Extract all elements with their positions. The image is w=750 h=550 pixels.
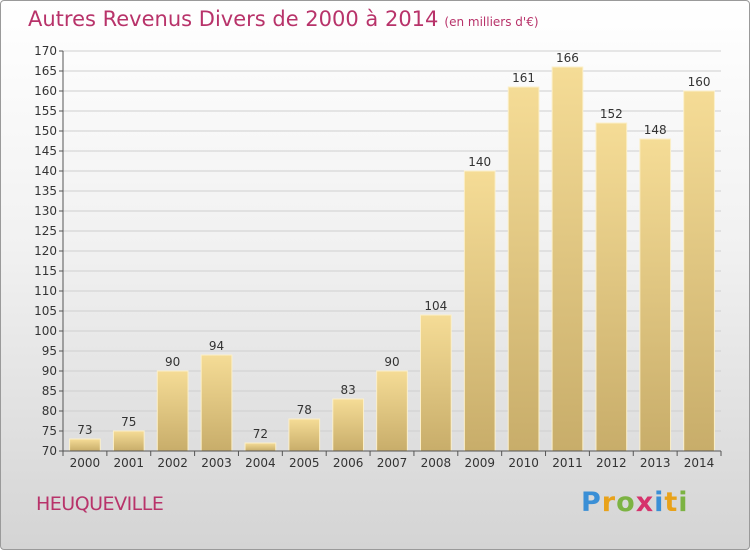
y-axis-ticks: 70 75 80 85 90 95 100 105 110 115 120 125 130 135 140 1…	[34, 44, 63, 458]
bar-value-label: 94	[209, 339, 224, 353]
y-tick-label: 100	[34, 324, 57, 338]
bar-value-label: 72	[253, 427, 268, 441]
bar-value-label: 90	[384, 355, 399, 369]
y-tick-label: 120	[34, 244, 57, 258]
bar	[156, 370, 189, 452]
y-tick-label: 145	[34, 144, 57, 158]
x-tick-label: 2003	[201, 456, 232, 470]
bar-value-label: 83	[340, 383, 355, 397]
y-tick-label: 165	[34, 64, 57, 78]
y-tick-label: 160	[34, 84, 57, 98]
bars	[69, 66, 715, 452]
y-tick-label: 130	[34, 204, 57, 218]
bar-value-label: 160	[688, 75, 711, 89]
y-tick-label: 155	[34, 104, 57, 118]
x-tick-label: 2001	[114, 456, 145, 470]
x-tick-label: 2014	[684, 456, 715, 470]
x-tick-label: 2012	[596, 456, 627, 470]
bar	[551, 66, 584, 452]
x-tick-label: 2011	[552, 456, 583, 470]
bar	[69, 438, 101, 452]
bar-value-label: 75	[121, 415, 136, 429]
x-tick-label: 2005	[289, 456, 320, 470]
chart-title-unit: (en milliers d'€)	[444, 15, 539, 29]
bar-value-label: 148	[644, 123, 667, 137]
bar	[463, 170, 496, 452]
bar	[507, 86, 540, 452]
x-tick-label: 2007	[377, 456, 408, 470]
bar	[376, 370, 408, 452]
bar-value-label: 152	[600, 107, 623, 121]
x-tick-label: 2002	[157, 456, 188, 470]
y-tick-label: 110	[34, 284, 57, 298]
y-tick-label: 140	[34, 164, 57, 178]
y-tick-label: 115	[34, 264, 57, 278]
x-axis-ticks: 2000 2001 2002 2003 2004 2005 2006 2007 2008 2009…	[62, 451, 722, 470]
chart-title-main: Autres Revenus Divers de 2000 à 2014	[28, 7, 439, 31]
y-tick-label: 95	[42, 344, 57, 358]
bar	[244, 442, 277, 452]
bar	[683, 90, 715, 452]
bar	[332, 398, 364, 452]
bar	[288, 418, 321, 452]
y-tick-label: 170	[34, 44, 57, 58]
bar-value-label: 104	[424, 299, 447, 313]
y-tick-label: 150	[34, 124, 57, 138]
bar	[420, 314, 452, 452]
axes	[62, 51, 721, 452]
y-tick-label: 90	[42, 364, 57, 378]
bar-value-label: 73	[77, 423, 92, 437]
x-tick-label: 2004	[245, 456, 276, 470]
bar-value-label: 166	[556, 51, 579, 65]
x-tick-label: 2013	[640, 456, 671, 470]
y-tick-label: 70	[42, 444, 57, 458]
chart-title: Autres Revenus Divers de 2000 à 2014 (en …	[28, 7, 539, 31]
y-tick-label: 105	[34, 304, 57, 318]
bar	[200, 354, 233, 452]
bar	[112, 430, 145, 452]
y-tick-label: 75	[42, 424, 57, 438]
x-tick-label: 2000	[70, 456, 101, 470]
y-tick-label: 80	[42, 404, 57, 418]
value-labels: 73 75 90 94 72 78 83 90 104 140 161 166 152 148 160	[77, 51, 710, 441]
proxiti-logo: Proxiti	[581, 487, 689, 518]
x-tick-label: 2010	[508, 456, 539, 470]
bar-value-label: 78	[297, 403, 312, 417]
y-tick-label: 125	[34, 224, 57, 238]
x-tick-label: 2009	[464, 456, 495, 470]
bar	[639, 138, 672, 452]
x-tick-label: 2006	[333, 456, 364, 470]
city-name: HEUQUEVILLE	[36, 493, 164, 515]
bar-value-label: 140	[468, 155, 491, 169]
x-tick-label: 2008	[421, 456, 452, 470]
bar-value-label: 90	[165, 355, 180, 369]
bar	[595, 122, 628, 452]
y-tick-label: 135	[34, 184, 57, 198]
bar-value-label: 161	[512, 71, 535, 85]
y-tick-label: 85	[42, 384, 57, 398]
